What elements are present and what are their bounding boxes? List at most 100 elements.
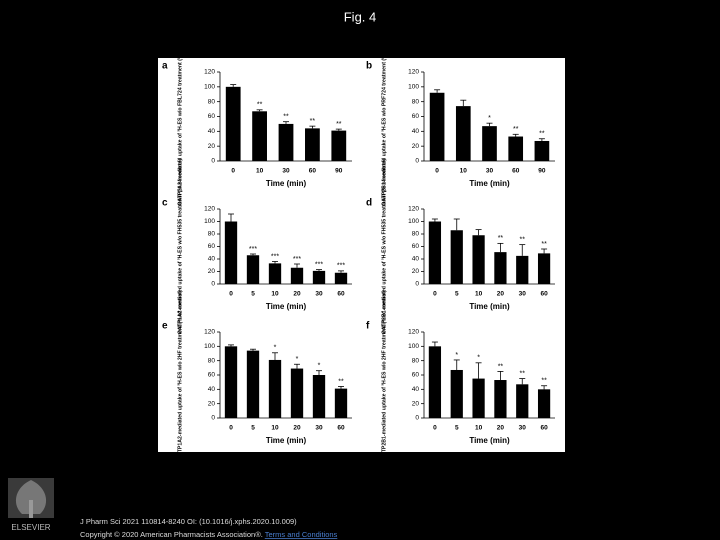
- bar: [312, 270, 326, 284]
- bar: [290, 368, 304, 418]
- y-tick-label: 40: [208, 256, 216, 263]
- x-tick-label: 10: [271, 425, 279, 432]
- y-axis-label: OATP2B1-mediated uptake of ³H-ES w/o 2HF…: [381, 290, 387, 460]
- bar: [278, 123, 294, 161]
- y-tick-label: 0: [415, 281, 419, 288]
- y-axis-label: OATP2B1-mediated uptake of ³H-ES w/o PRF…: [381, 27, 387, 206]
- bar: [494, 380, 507, 418]
- y-tick-label: 120: [408, 206, 419, 213]
- x-tick-label: 0: [231, 168, 235, 175]
- bar: [334, 272, 348, 284]
- chart: f OATP2B1-mediated uptake of ³H-ES w/o 2H…: [366, 290, 555, 460]
- y-tick-label: 0: [211, 158, 215, 165]
- x-tick-label: 60: [540, 425, 548, 432]
- significance-label: **: [310, 118, 316, 125]
- x-tick-label: 5: [251, 291, 255, 298]
- x-tick-label: 10: [475, 291, 483, 298]
- significance-label: **: [498, 363, 504, 370]
- bar: [224, 346, 238, 418]
- x-tick-label: 30: [519, 291, 527, 298]
- significance-label: ***: [293, 256, 301, 263]
- bar: [534, 140, 550, 161]
- y-tick-label: 20: [208, 268, 216, 275]
- y-tick-label: 0: [211, 415, 215, 422]
- bar: [331, 130, 347, 161]
- significance-label: **: [283, 114, 289, 121]
- significance-label: *: [318, 363, 321, 370]
- significance-label: *: [477, 355, 480, 362]
- bar: [516, 384, 529, 418]
- publisher-name: ELSEVIER: [11, 523, 50, 532]
- y-tick-label: 80: [208, 98, 216, 105]
- y-tick-label: 60: [208, 372, 216, 379]
- significance-label: **: [520, 370, 526, 377]
- x-tick-label: 30: [315, 425, 323, 432]
- bar: [428, 346, 442, 418]
- y-tick-label: 40: [412, 256, 420, 263]
- x-axis-label: Time (min): [469, 179, 510, 188]
- significance-label: **: [541, 378, 547, 385]
- panel-label: c: [162, 198, 168, 209]
- x-tick-label: 30: [282, 168, 290, 175]
- y-tick-label: 60: [412, 372, 420, 379]
- y-tick-label: 100: [204, 218, 215, 225]
- panel-label: f: [366, 321, 370, 332]
- x-tick-label: 0: [229, 291, 233, 298]
- x-tick-label: 5: [455, 291, 459, 298]
- y-tick-label: 100: [408, 84, 419, 91]
- y-tick-label: 120: [408, 69, 419, 76]
- y-axis-label: OATP1A2-mediated uptake of ³H-ES w/o FH5…: [177, 159, 183, 334]
- bar: [246, 350, 260, 418]
- y-axis-label: OATP2B1-mediated uptake of ³H-ES w/o FH5…: [381, 159, 387, 334]
- x-tick-label: 10: [256, 168, 264, 175]
- x-tick-label: 20: [497, 291, 505, 298]
- y-axis-label: OATP1A2-mediated uptake of ³H-ES w/o FBL…: [177, 27, 183, 206]
- y-tick-label: 80: [412, 231, 420, 238]
- panel-label: d: [366, 198, 372, 209]
- y-tick-label: 20: [208, 143, 216, 150]
- significance-label: **: [257, 102, 263, 109]
- x-tick-label: 60: [337, 291, 345, 298]
- bar: [455, 106, 471, 161]
- bar: [225, 86, 241, 161]
- x-tick-label: 60: [540, 291, 548, 298]
- x-axis-label: Time (min): [469, 436, 510, 445]
- terms-link[interactable]: Terms and Conditions: [265, 530, 338, 539]
- panel-label: b: [366, 61, 372, 72]
- y-tick-label: 100: [408, 218, 419, 225]
- significance-label: *: [296, 356, 299, 363]
- x-axis-label: Time (min): [266, 436, 307, 445]
- bar: [252, 111, 267, 161]
- bar: [494, 252, 507, 284]
- x-axis-label: Time (min): [266, 302, 307, 311]
- y-tick-label: 100: [408, 343, 419, 350]
- significance-label: **: [498, 235, 504, 242]
- y-tick-label: 60: [412, 243, 420, 250]
- x-tick-label: 90: [335, 168, 343, 175]
- chart: d OATP2B1-mediated uptake of ³H-ES w/o FH…: [366, 159, 555, 334]
- copyright-text: Copyright © 2020 American Pharmacists As…: [80, 530, 263, 539]
- y-tick-label: 100: [204, 84, 215, 91]
- significance-label: *: [488, 115, 491, 122]
- y-tick-label: 120: [408, 329, 419, 336]
- bar: [429, 92, 445, 161]
- publisher-logo: ELSEVIER: [8, 478, 54, 532]
- significance-label: **: [513, 126, 519, 133]
- citation: J Pharm Sci 2021 110814-8240 OI: (10.101…: [80, 517, 297, 526]
- x-tick-label: 60: [309, 168, 317, 175]
- x-tick-label: 5: [251, 425, 255, 432]
- significance-label: **: [541, 241, 547, 248]
- logo-crown: [15, 480, 47, 514]
- logo-trunk: [29, 500, 33, 518]
- bar: [537, 389, 551, 418]
- significance-label: **: [539, 131, 545, 138]
- chart: c OATP1A2-mediated uptake of ³H-ES w/o FH…: [162, 159, 352, 334]
- y-tick-label: 20: [412, 400, 420, 407]
- x-axis-label: Time (min): [469, 302, 510, 311]
- bar: [290, 267, 304, 284]
- x-tick-label: 0: [435, 168, 439, 175]
- significance-label: **: [520, 236, 526, 243]
- bar: [450, 369, 463, 418]
